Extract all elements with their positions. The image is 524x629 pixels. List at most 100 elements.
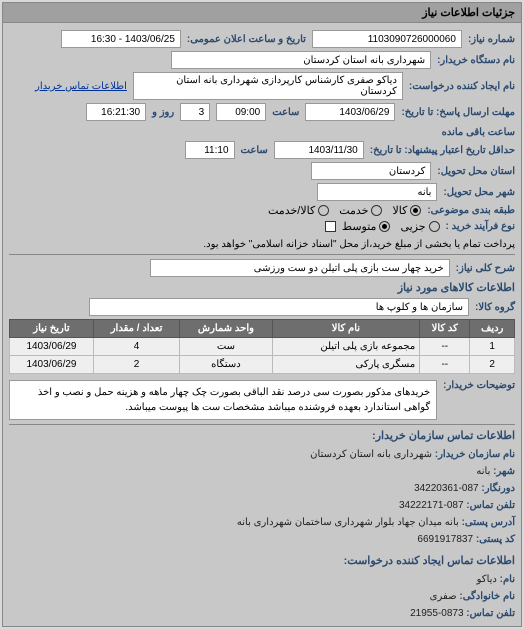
radio-goods-label: کالا: [392, 204, 407, 217]
purchase-method-label: نوع فرآیند خرید :: [446, 221, 515, 232]
c-lname-label: نام خانوادگی:: [459, 591, 515, 602]
radio-small[interactable]: جزیی: [400, 220, 439, 233]
need-number: 1103090726000060: [312, 30, 462, 48]
td: ست: [180, 338, 272, 356]
row-group: گروه کالا: سازمان ها و کلوپ ها: [9, 298, 515, 316]
treasury-checkbox[interactable]: [325, 221, 336, 232]
c-mobile: 0873-21955: [410, 608, 463, 619]
table-header-row: ردیف کد کالا نام کالا واحد شمارش تعداد /…: [10, 320, 515, 338]
province: کردستان: [311, 162, 431, 180]
panel-title: جزئیات اطلاعات نیاز: [3, 3, 521, 23]
td: 1403/06/29: [10, 338, 94, 356]
requester: دیاکو صفری کارشناس کارپردازی شهرداری بان…: [133, 72, 403, 100]
separator: [9, 424, 515, 425]
validity-label: حداقل تاریخ اعتبار پیشنهاد: تا تاریخ:: [370, 145, 515, 156]
td: 2: [470, 356, 515, 374]
row-deadline: مهلت ارسال پاسخ: تا تاریخ: 1403/06/29 سا…: [9, 103, 515, 138]
c-postal-label: کد پستی:: [476, 534, 515, 545]
th-name: نام کالا: [272, 320, 420, 338]
subject-type-radios: کالا خدمت کالا/خدمت: [268, 204, 421, 217]
c-org: شهرداری بانه استان کردستان: [310, 449, 432, 460]
c-phone: 087-34222171: [399, 500, 464, 511]
radio-service[interactable]: خدمت: [339, 204, 382, 217]
contact-line: تلفن تماس: 0873-21955: [9, 605, 515, 622]
c-fax: 087-34220361: [414, 483, 479, 494]
group-value: سازمان ها و کلوپ ها: [89, 298, 469, 316]
th-qty: تعداد / مقدار: [93, 320, 179, 338]
c-org-label: نام سازمان خریدار:: [435, 449, 515, 460]
validity-date: 1403/11/30: [274, 141, 364, 159]
panel-body: شماره نیاز: 1103090726000060 تاریخ و ساع…: [3, 23, 521, 626]
c-city: بانه: [476, 466, 490, 477]
th-unit: واحد شمارش: [180, 320, 272, 338]
contact-line: دورنگار: 087-34220361: [9, 480, 515, 497]
row-buyer-org: نام دستگاه خریدار: شهرداری بانه استان کر…: [9, 51, 515, 69]
th-date: تاریخ نیاز: [10, 320, 94, 338]
buyer-org: شهرداری بانه استان کردستان: [171, 51, 431, 69]
city-label: شهر محل تحویل:: [443, 187, 515, 198]
c-mobile-label: تلفن تماس:: [466, 608, 515, 619]
deadline-time: 09:00: [216, 103, 266, 121]
requester-contact-block: نام: دیاکو نام خانوادگی: صفری تلفن تماس:…: [9, 571, 515, 622]
row-need-title: شرح کلی نیاز: خرید چهار ست بازی پلی اتیل…: [9, 259, 515, 277]
items-section-title: اطلاعات کالاهای مورد نیاز: [9, 281, 515, 294]
city: بانه: [317, 183, 437, 201]
radio-goods[interactable]: کالا: [392, 204, 421, 217]
row-province: استان محل تحویل: کردستان: [9, 162, 515, 180]
td: دستگاه: [180, 356, 272, 374]
td: 4: [93, 338, 179, 356]
td: مسگری پارکی: [272, 356, 420, 374]
remain-days-label: روز و: [152, 107, 174, 118]
radio-small-label: جزیی: [400, 220, 425, 233]
buyer-org-label: نام دستگاه خریدار:: [437, 55, 515, 66]
remain-time-label: ساعت باقی مانده: [442, 127, 515, 138]
buyer-desc-label: توضیحات خریدار:: [443, 380, 515, 391]
row-requester: نام ایجاد کننده درخواست: دیاکو صفری کارش…: [9, 72, 515, 100]
radio-goods-service-label: کالا/خدمت: [268, 204, 315, 217]
contact-line: نام سازمان خریدار: شهرداری بانه استان کر…: [9, 446, 515, 463]
c-lname: صفری: [430, 591, 457, 602]
c-address: بانه میدان جهاد بلوار شهرداری ساختمان شه…: [237, 517, 459, 528]
row-purchase-method: نوع فرآیند خرید : جزیی متوسط پرداخت تمام…: [9, 220, 515, 250]
remain-days: 3: [180, 103, 210, 121]
validity-time: 11:10: [185, 141, 235, 159]
td: --: [420, 338, 470, 356]
c-address-label: آدرس پستی:: [462, 517, 515, 528]
announce-value: 1403/06/25 - 16:30: [61, 30, 181, 48]
row-validity: حداقل تاریخ اعتبار پیشنهاد: تا تاریخ: 14…: [9, 141, 515, 159]
subject-type-label: طبقه بندی موضوعی:: [427, 205, 515, 216]
td: --: [420, 356, 470, 374]
table-row: 2 -- مسگری پارکی دستگاه 2 1403/06/29: [10, 356, 515, 374]
contact-line: آدرس پستی: بانه میدان جهاد بلوار شهرداری…: [9, 514, 515, 531]
row-buyer-desc: توضیحات خریدار: خریدهای مذکور بصورت سی د…: [9, 380, 515, 420]
validity-time-label: ساعت: [241, 145, 268, 156]
contact-section-title: اطلاعات تماس سازمان خریدار:: [9, 429, 515, 442]
td: 1: [470, 338, 515, 356]
need-number-label: شماره نیاز:: [468, 34, 515, 45]
need-title-label: شرح کلی نیاز:: [456, 263, 515, 274]
contact-line: نام خانوادگی: صفری: [9, 588, 515, 605]
main-panel: جزئیات اطلاعات نیاز شماره نیاز: 11030907…: [2, 2, 522, 627]
c-postal: 6691917837: [417, 534, 473, 545]
radio-goods-service[interactable]: کالا/خدمت: [268, 204, 329, 217]
buyer-contact-link[interactable]: اطلاعات تماس خریدار: [35, 81, 127, 92]
td: 2: [93, 356, 179, 374]
contact-line: تلفن تماس: 087-34222171: [9, 497, 515, 514]
radio-medium-label: متوسط: [342, 220, 377, 233]
radio-icon: [379, 221, 390, 232]
table-row: 1 -- مجموعه بازی پلی اتیلن ست 4 1403/06/…: [10, 338, 515, 356]
purchase-note: پرداخت تمام یا بخشی از مبلغ خرید،از محل …: [203, 239, 515, 250]
radio-service-label: خدمت: [339, 204, 368, 217]
buyer-contact-block: نام سازمان خریدار: شهرداری بانه استان کر…: [9, 446, 515, 548]
th-code: کد کالا: [420, 320, 470, 338]
remain-time: 16:21:30: [86, 103, 146, 121]
td: مجموعه بازی پلی اتیلن: [272, 338, 420, 356]
radio-icon: [410, 205, 421, 216]
row-subject-type: طبقه بندی موضوعی: کالا خدمت کالا/خدمت: [9, 204, 515, 217]
deadline-date: 1403/06/29: [305, 103, 395, 121]
contact-line: نام: دیاکو: [9, 571, 515, 588]
buyer-desc: خریدهای مذکور بصورت سی درصد نقد الباقی ب…: [9, 380, 437, 420]
radio-medium[interactable]: متوسط: [342, 220, 391, 233]
deadline-label: مهلت ارسال پاسخ: تا تاریخ:: [401, 107, 515, 118]
contact-line: کد پستی: 6691917837: [9, 531, 515, 548]
